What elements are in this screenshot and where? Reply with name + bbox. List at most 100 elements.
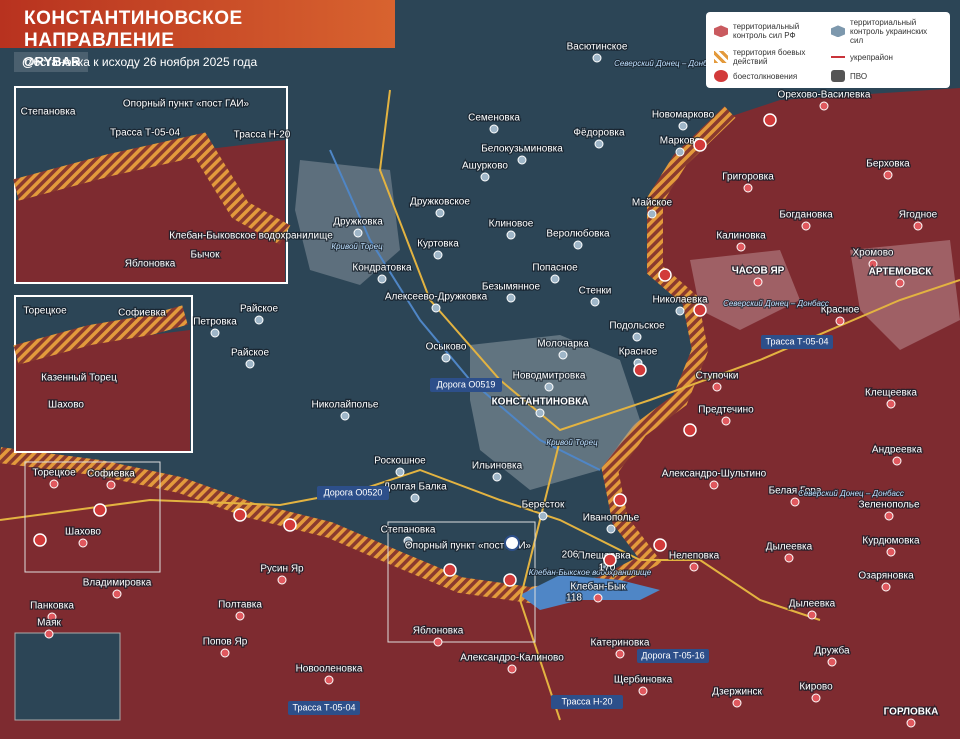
road-label: Дорога Т-05-16 xyxy=(641,650,704,660)
settlement-marker xyxy=(675,147,685,157)
settlement-label: КОНСТАНТИНОВКА xyxy=(492,397,589,408)
settlement-marker xyxy=(47,612,57,622)
settlement-marker xyxy=(886,547,896,557)
settlement-marker xyxy=(827,657,837,667)
settlement-marker xyxy=(245,359,255,369)
settlement-marker xyxy=(550,274,560,284)
settlement-label: Предтечино xyxy=(698,405,754,416)
settlement-marker xyxy=(49,479,59,489)
height-label: 118 xyxy=(566,593,582,604)
settlement-label: Маяк xyxy=(37,618,61,629)
clash-marker xyxy=(233,508,247,522)
clash-marker xyxy=(693,303,707,317)
strongpoint-marker xyxy=(504,535,520,551)
road-badge xyxy=(317,486,389,500)
settlement-marker xyxy=(736,242,746,252)
settlement-marker xyxy=(883,170,893,180)
clash-marker xyxy=(603,553,617,567)
settlement-label: Иванополье xyxy=(583,513,640,524)
settlement-label: Роскошное xyxy=(374,456,426,467)
settlement-label: Новодмитровка xyxy=(513,371,586,382)
settlement-marker xyxy=(441,353,451,363)
settlement-label: Долгая Балка xyxy=(383,482,447,493)
water-label: Кривой Торец xyxy=(331,242,383,251)
brand: @RYBAR xyxy=(14,52,89,72)
settlement-label: Попов Яр xyxy=(203,637,248,648)
settlement-marker xyxy=(480,172,490,182)
settlement-label: Григоровка xyxy=(722,172,774,183)
settlement-marker xyxy=(254,315,264,325)
russian-control xyxy=(16,330,190,451)
water-label: Северский Донец – Донбасс xyxy=(723,299,829,308)
settlement-label: Кирово xyxy=(799,682,833,693)
settlement-label: Дзержинск xyxy=(712,687,762,698)
road xyxy=(0,468,821,621)
settlement-label: Андреевка xyxy=(872,445,923,456)
settlement-label: Петровка xyxy=(193,317,237,328)
inset-label: Казенный Торец xyxy=(41,373,117,384)
settlement-marker xyxy=(709,480,719,490)
clash-marker xyxy=(763,113,777,127)
settlement-label: Катериновка xyxy=(591,638,650,649)
settlement-marker xyxy=(784,553,794,563)
clash-marker xyxy=(443,563,457,577)
settlement-marker xyxy=(906,718,916,728)
settlement-marker xyxy=(395,467,405,477)
clash-marker xyxy=(283,518,297,532)
settlement-marker xyxy=(884,511,894,521)
settlement-label: Новооленовка xyxy=(296,664,363,675)
settlement-marker xyxy=(112,589,122,599)
settlement-label: Озаряновка xyxy=(858,571,914,582)
title: КОНСТАНТИНОВСКОЕ НАПРАВЛЕНИЕ xyxy=(24,8,243,51)
legend-label: территория боевых действий xyxy=(733,48,806,67)
inset-frame xyxy=(387,521,536,643)
settlement-marker xyxy=(535,408,545,418)
settlement-label: Панковка xyxy=(30,601,74,612)
clash-marker xyxy=(503,573,517,587)
settlement-label: Ступочки xyxy=(696,371,739,382)
settlement-label: Кондратовка xyxy=(352,263,412,274)
settlement-label: Белая Гора xyxy=(769,486,822,497)
road-badge xyxy=(761,335,833,349)
reservoir xyxy=(520,575,660,610)
inset-label: Клебан-Быковское водохранилище xyxy=(169,230,333,242)
settlement-label: Семеновка xyxy=(468,113,520,124)
road xyxy=(518,439,561,721)
city-area xyxy=(470,335,640,490)
city-area xyxy=(295,160,400,285)
settlement-label: ГОРЛОВКА xyxy=(884,707,939,718)
settlement-marker xyxy=(324,675,334,685)
settlement-label: Полтавка xyxy=(218,600,262,611)
legend-label: укрепрайон xyxy=(850,52,893,62)
settlement-marker xyxy=(435,208,445,218)
settlement-marker xyxy=(835,316,845,326)
settlement-label: Стенки xyxy=(579,286,612,297)
settlement-label: Ашурково xyxy=(462,161,508,172)
settlement-marker xyxy=(678,121,688,131)
settlement-label: Ягодное xyxy=(899,210,938,221)
clash-marker xyxy=(33,533,47,547)
settlement-label: Орехово-Василевка xyxy=(778,90,871,101)
settlement-marker xyxy=(431,303,441,313)
settlement-label: ЧАСОВ ЯР xyxy=(732,266,785,277)
settlement-label: Безымянное xyxy=(482,282,541,293)
settlement-marker xyxy=(790,497,800,507)
settlement-marker xyxy=(507,664,517,674)
road-badge xyxy=(288,701,360,715)
settlement-marker xyxy=(801,221,811,231)
settlement-marker xyxy=(592,53,602,63)
settlement-marker xyxy=(517,155,527,165)
settlement-label: Зеленополье xyxy=(858,500,920,511)
settlement-marker xyxy=(689,562,699,572)
settlement-marker xyxy=(492,472,502,482)
settlement-label: Марково xyxy=(660,136,701,147)
settlement-label: Райское xyxy=(231,348,270,359)
settlement-label: Клиновое xyxy=(489,219,534,230)
clash-marker xyxy=(613,493,627,507)
settlement-marker xyxy=(743,183,753,193)
legend-item: ПВО xyxy=(831,69,942,83)
inset-label: Яблоновка xyxy=(125,258,176,270)
settlement-marker xyxy=(807,610,817,620)
settlement-label: Яблоновка xyxy=(413,625,464,637)
